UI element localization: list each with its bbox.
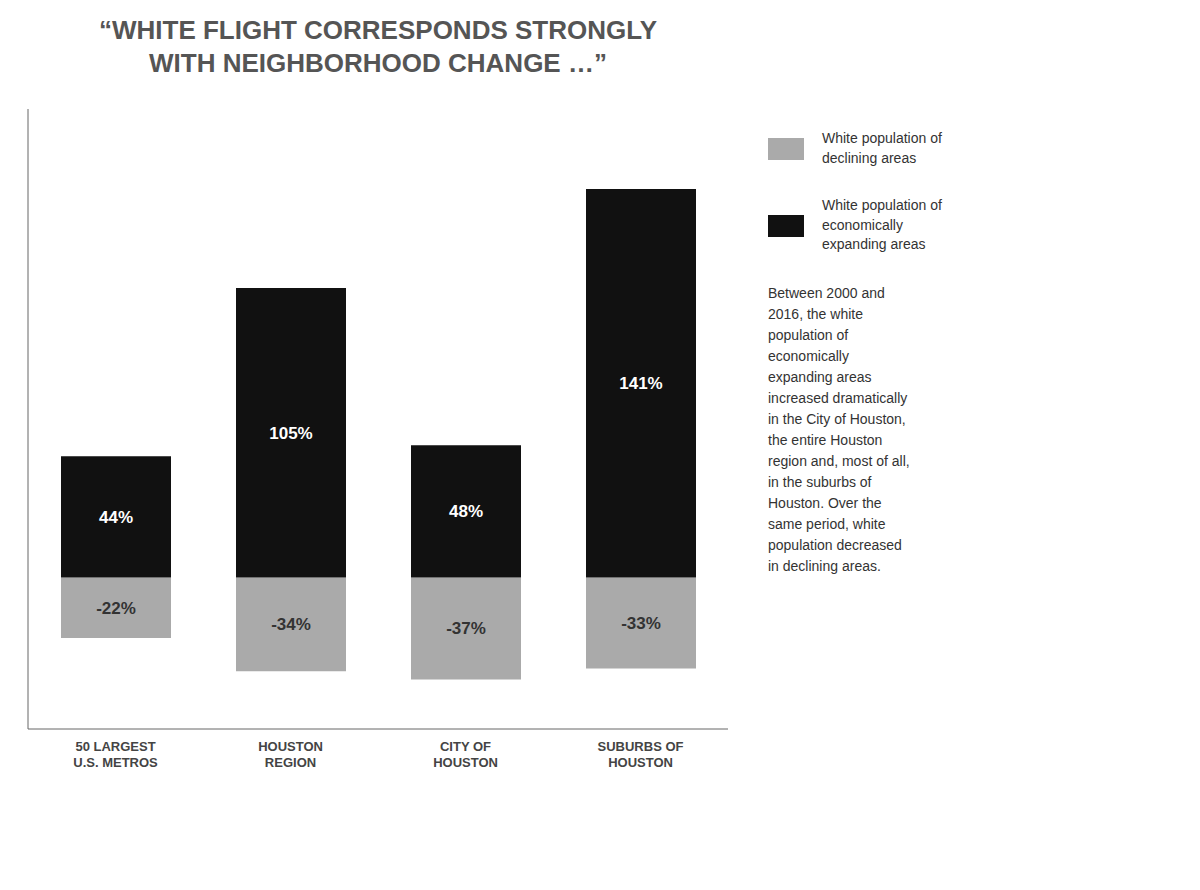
- svg-text:44%: 44%: [99, 508, 133, 527]
- svg-text:48%: 48%: [449, 502, 483, 521]
- svg-text:SUBURBS OFHOUSTON: SUBURBS OFHOUSTON: [598, 739, 684, 770]
- svg-text:50 LARGESTU.S. METROS: 50 LARGESTU.S. METROS: [73, 739, 158, 770]
- svg-text:HOUSTONREGION: HOUSTONREGION: [258, 739, 323, 770]
- html-text:Between 2000 and 2016, the whi: Between 2000 and 2016, the white populat…: [768, 285, 910, 574]
- svg-text:-37%: -37%: [446, 619, 486, 638]
- svg-text:105%: 105%: [269, 424, 312, 443]
- html-text:White population of economical: White population of economically expandi…: [822, 197, 942, 253]
- svg-text:-34%: -34%: [271, 615, 311, 634]
- svg-text:141%: 141%: [619, 374, 662, 393]
- svg-text:-33%: -33%: [621, 614, 661, 633]
- html-text:“WHITE FLIGHT CORRESPONDS STRO: “WHITE FLIGHT CORRESPONDS STRONGLY WITH …: [99, 15, 657, 78]
- html-text:White population of declining: White population of declining areas: [822, 130, 942, 166]
- svg-text:CITY OFHOUSTON: CITY OFHOUSTON: [433, 739, 498, 770]
- svg-text:-22%: -22%: [96, 599, 136, 618]
